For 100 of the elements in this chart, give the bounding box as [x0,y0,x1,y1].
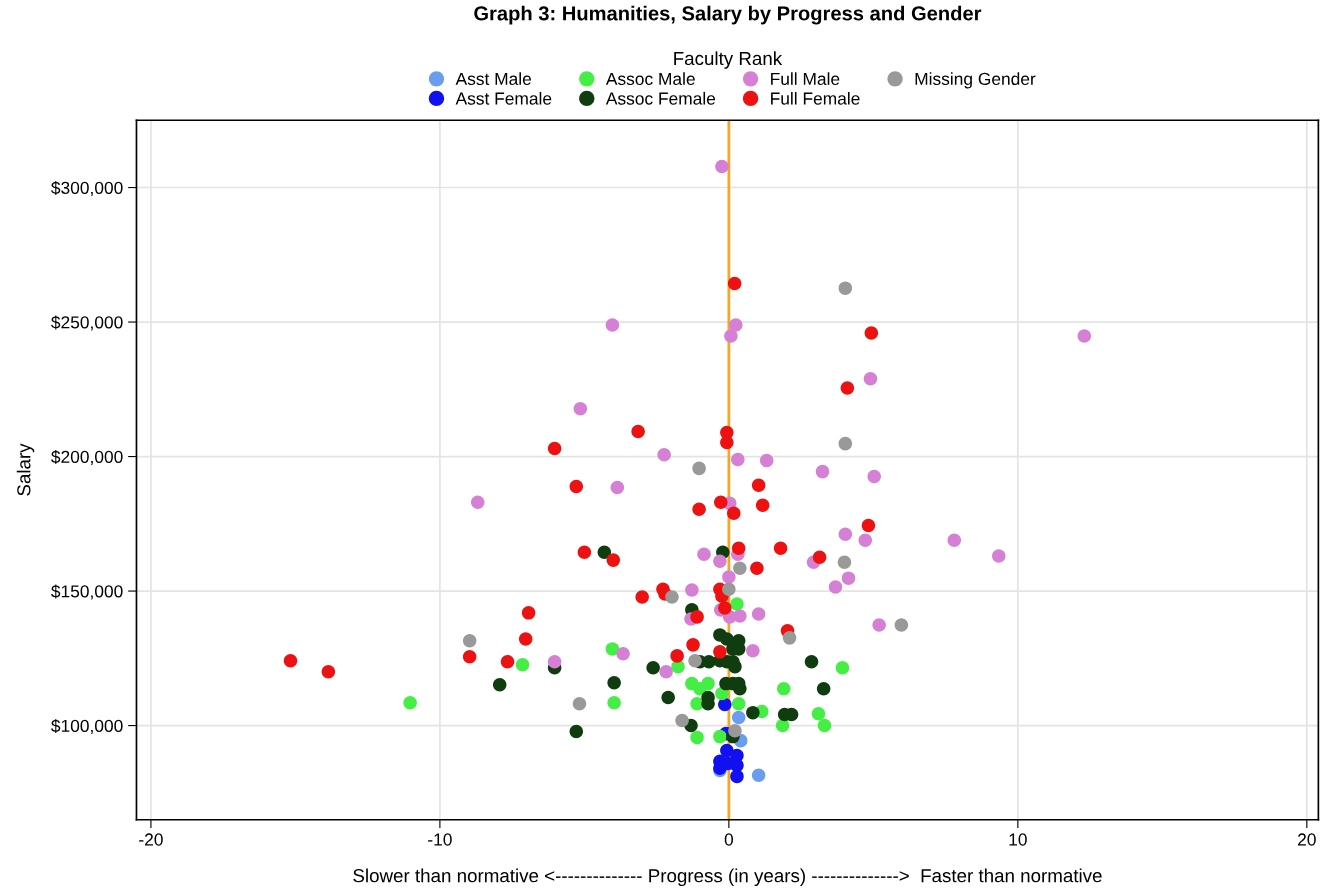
point [605,318,620,332]
point [720,435,734,450]
legend-label: Full Male [771,72,840,86]
point [715,159,729,174]
point [718,601,732,615]
y-tick-label: $100,000 [51,719,123,735]
point [690,730,704,745]
point [722,582,736,596]
point [724,329,738,343]
chart-title: Graph 3: Humanities, Salary by Progress and Gender [474,5,982,25]
point [606,553,621,567]
legend-label: Assoc Female [605,91,716,105]
point [692,461,706,476]
point [547,655,562,669]
point [657,447,671,462]
point [816,681,831,696]
point [597,545,612,560]
point [863,372,878,386]
point [661,690,675,705]
point [731,710,746,725]
point [728,659,742,674]
x-axis-title: Slower than normative <-------------- Progress (in years) --------------> Faster than normative [353,868,1102,887]
x-tick-label: 20 [1298,833,1316,846]
point [858,533,873,547]
point [746,705,760,720]
point [713,729,727,744]
point [894,618,909,632]
point [828,580,843,594]
legend-label: Asst Male [455,72,532,86]
legend-title: Faculty Rank [674,51,783,69]
point [646,660,660,675]
point [815,464,830,479]
point [729,318,743,332]
point [635,590,649,604]
point [569,479,584,494]
legend-label: Missing Gender [915,72,1036,89]
point [283,653,298,668]
point [731,452,745,467]
point [755,498,770,513]
point [730,769,744,784]
point [841,571,856,585]
point [840,381,855,395]
point [733,561,747,575]
point [714,495,728,510]
point [610,480,625,495]
point [838,281,853,295]
point [947,533,962,547]
point [547,441,562,456]
point [1077,329,1092,343]
point [692,502,706,517]
point [665,590,679,604]
point [713,645,727,659]
point [727,276,742,291]
point [515,658,530,672]
x-tick-label: 0 [724,833,734,846]
point [750,561,764,575]
point [321,664,336,679]
point [812,550,827,564]
point [607,676,621,690]
legend-label: Assoc Male [605,72,695,86]
point [861,518,876,533]
point [659,664,673,679]
point [751,607,766,621]
point [518,632,533,646]
point [746,644,760,658]
point [838,436,853,451]
point [631,424,645,439]
point [521,606,536,620]
point [759,453,774,468]
point [872,618,886,632]
point [718,697,732,712]
point [492,677,507,692]
legend-label: Asst Female [455,91,552,105]
point [731,697,746,711]
y-tick-label: $250,000 [51,315,123,331]
point [835,660,850,675]
y-tick-label: $300,000 [51,180,123,197]
point [837,555,852,570]
point [782,631,797,645]
point [470,495,485,510]
point [722,570,736,584]
point [462,634,477,648]
point [727,506,741,521]
x-tick-label: -10 [428,833,452,846]
point [690,610,704,624]
point [811,706,826,721]
legend-label: Full Female [771,91,860,105]
point [728,723,742,738]
point [675,713,689,728]
point [751,768,766,783]
point [733,609,747,623]
point [838,527,853,542]
point [605,642,620,656]
x-tick-label: 10 [1009,833,1027,846]
point [730,758,744,773]
y-tick-label: $200,000 [51,449,123,466]
point [577,545,592,560]
point [697,547,711,561]
point [607,695,621,710]
point [867,469,881,484]
